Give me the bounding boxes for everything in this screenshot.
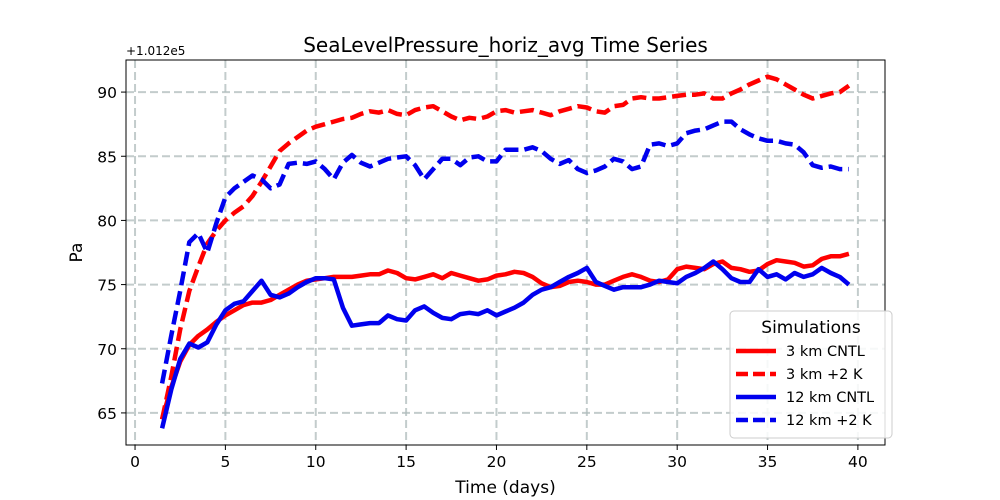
- plot-lines: [159, 74, 851, 429]
- legend: Simulations 3 km CNTL 3 km +2 K 12 km CNTL…: [729, 310, 893, 439]
- legend-box: [729, 310, 893, 439]
- x-axis-label: Time (days): [454, 478, 555, 498]
- legend-label-3-km-cntl: 3 km CNTL: [786, 344, 865, 360]
- legend-title: Simulations: [761, 318, 861, 338]
- y-tick-label: 80: [97, 212, 117, 230]
- legend-items: 3 km CNTL 3 km +2 K 12 km CNTL 12 km +2 K: [736, 344, 874, 429]
- y-tick-label: 90: [97, 84, 117, 102]
- y-tick-label: 75: [97, 277, 117, 295]
- x-tick-label: 25: [577, 453, 597, 471]
- x-tick-label: 35: [758, 453, 778, 471]
- x-tick-label: 5: [220, 453, 230, 471]
- x-tick-label: 10: [306, 453, 326, 471]
- grid: [126, 60, 885, 445]
- x-tick-label: 30: [667, 453, 687, 471]
- axis-ticks: 0 5 10 15 20 25 30 35 40 65 70 75 80 85 90: [97, 84, 867, 471]
- axes-frame: [125, 59, 886, 446]
- x-tick-label: 40: [848, 453, 868, 471]
- legend-label-12-km-plus2-k: 12 km +2 K: [786, 413, 872, 429]
- legend-label-3-km-plus2-k: 3 km +2 K: [786, 367, 863, 383]
- legend-label-12-km-cntl: 12 km CNTL: [786, 390, 874, 406]
- x-tick-label: 20: [487, 453, 507, 471]
- series-line-12-km-plus2-k: [159, 119, 849, 384]
- y-tick-label: 70: [97, 341, 117, 359]
- y-axis-label: Pa: [67, 243, 87, 263]
- y-offset-label: +1.012e5: [126, 44, 185, 58]
- y-tick-label: 65: [97, 405, 117, 423]
- series-line-3-km-plus2-k: [159, 74, 851, 420]
- series-line-12-km-cntl: [159, 259, 851, 429]
- y-tick-label: 85: [97, 148, 117, 166]
- x-tick-label: 0: [130, 453, 140, 471]
- chart-title: SeaLevelPressure_horiz_avg Time Series: [303, 33, 708, 57]
- x-tick-label: 15: [396, 453, 416, 471]
